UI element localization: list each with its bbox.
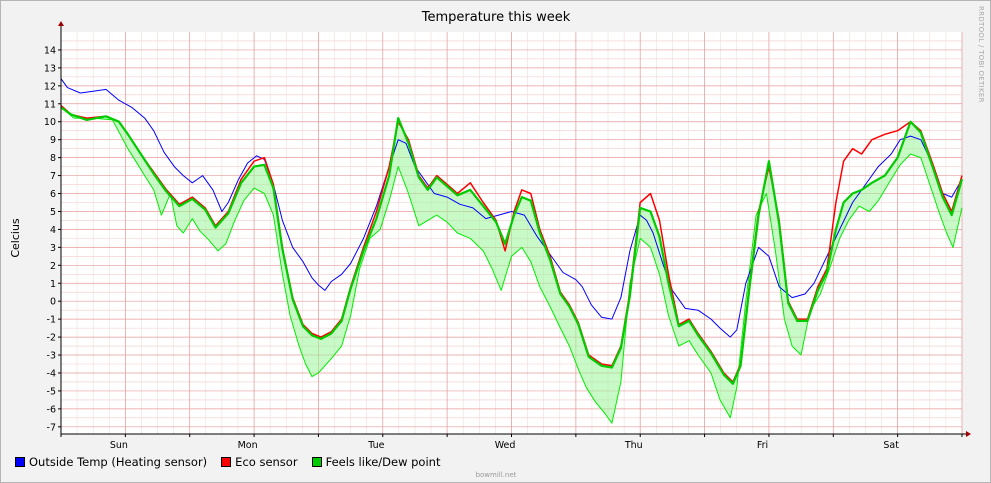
band-fill-green [61, 107, 962, 424]
band-fills [61, 107, 962, 424]
y-tick-label: 13 [44, 63, 56, 74]
y-tick-label: -2 [47, 333, 56, 344]
y-tick-label: 11 [44, 99, 56, 110]
y-tick-label: 0 [50, 297, 56, 308]
legend-swatch-red [221, 457, 232, 467]
series-line-feels-like [60, 106, 964, 385]
y-axis-label: Celcius [9, 218, 22, 258]
series-lines [60, 78, 964, 424]
y-tick-label: 10 [44, 117, 56, 128]
legend-item-outside-temp: Outside Temp (Heating sensor) [15, 455, 207, 469]
x-tick-label: Mon [238, 440, 258, 451]
watermark: bowmill.net [476, 471, 517, 479]
x-tick-label: Sat [883, 440, 899, 451]
y-tick-label: 7 [50, 171, 56, 182]
legend-swatch-green [311, 457, 322, 467]
y-tick-label: -1 [47, 315, 56, 326]
x-tick-label: Wed [495, 440, 516, 451]
y-tick-label: 1 [50, 279, 56, 290]
y-tick-label: 5 [50, 207, 56, 218]
x-tick-label: Tue [367, 440, 384, 451]
y-tick-label: 6 [50, 189, 56, 200]
y-axis-arrow [58, 21, 64, 26]
x-tick-labels: Sun Mon Tue Wed Thu Fri Sat [110, 440, 899, 451]
legend-label-feels-like: Feels like/Dew point [325, 455, 441, 469]
y-tick-label: -6 [47, 404, 56, 415]
y-tick-label: 4 [50, 225, 56, 236]
rrdtool-credit: RRDTOOL / TOBI OETIKER [977, 6, 985, 103]
chart-title: Temperature this week [421, 10, 571, 25]
y-tick-label: -3 [47, 351, 56, 362]
legend-label-outside-temp: Outside Temp (Heating sensor) [29, 455, 208, 469]
legend-label-eco-sensor: Eco sensor [235, 455, 298, 469]
y-tick-label: 14 [44, 45, 56, 56]
y-tick-label: 12 [44, 81, 56, 92]
x-axis-arrow [966, 431, 971, 437]
axes [58, 21, 971, 437]
y-tick-label: -7 [47, 422, 56, 433]
series-line-outside-temp [60, 78, 963, 338]
x-tick-label: Thu [624, 440, 643, 451]
y-tick-label: 8 [50, 153, 56, 164]
x-tick-label: Sun [110, 440, 128, 451]
grid [60, 32, 963, 434]
legend-item-eco-sensor: Eco sensor [221, 455, 298, 469]
y-tick-label: 3 [50, 243, 56, 254]
x-tick-label: Fri [757, 440, 768, 451]
y-tick-label: 2 [50, 261, 56, 272]
y-tick-label: 9 [50, 135, 56, 146]
legend-item-feels-like: Feels like/Dew point [311, 455, 441, 469]
legend: Outside Temp (Heating sensor) Eco sensor… [15, 455, 454, 469]
y-tick-label: -5 [47, 386, 56, 397]
legend-swatch-blue [15, 457, 25, 467]
y-tick-label: -4 [47, 368, 56, 379]
